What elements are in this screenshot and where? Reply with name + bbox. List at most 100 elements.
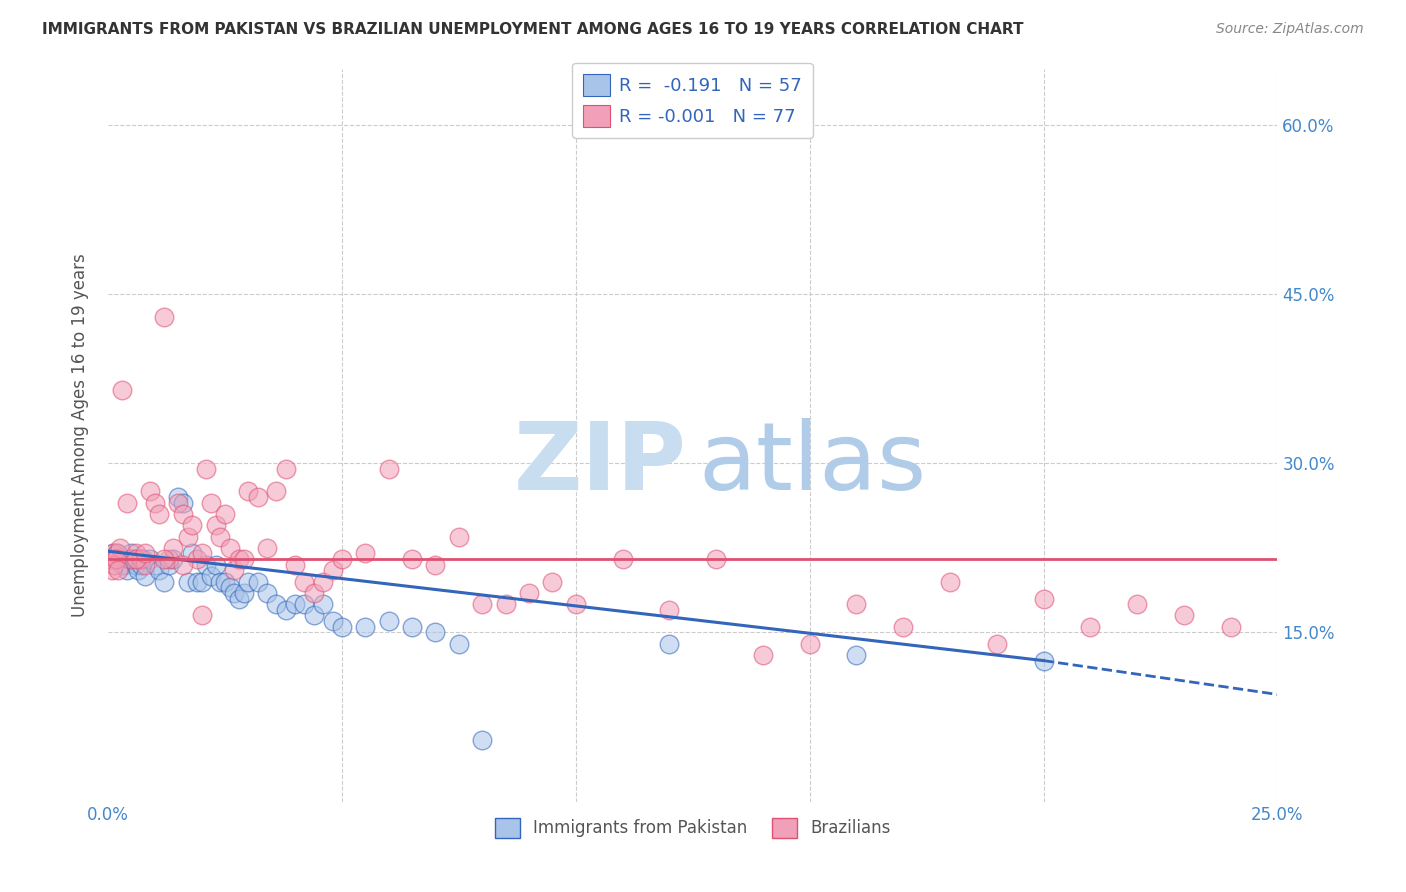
Point [101,546,124,560]
Point [294,574,316,589]
Point [704,552,727,566]
Point [125,558,148,572]
Point [181,518,204,533]
Point [101,546,124,560]
Point [246,574,269,589]
Point [111,383,134,397]
Point [266,484,288,499]
Point [190,608,212,623]
Point [200,496,222,510]
Point [330,620,353,634]
Point [162,552,184,566]
Point [139,552,162,566]
Point [799,637,821,651]
Point [1219,620,1241,634]
Point [209,574,232,589]
Point [105,546,128,560]
Point [471,597,494,611]
Point [186,574,208,589]
Point [98,552,121,566]
Point [172,496,194,510]
Point [377,462,399,476]
Point [228,552,250,566]
Point [105,552,128,566]
Point [100,563,122,577]
Point [218,541,240,555]
Point [312,597,335,611]
Point [1126,597,1149,611]
Point [495,597,517,611]
Point [162,541,184,555]
Point [541,574,564,589]
Point [200,569,222,583]
Point [129,552,152,566]
Point [153,574,176,589]
Point [232,586,254,600]
Point [120,552,142,566]
Text: ZIP: ZIP [515,418,688,510]
Point [612,552,634,566]
Point [302,608,325,623]
Point [401,552,423,566]
Legend: Immigrants from Pakistan, Brazilians: Immigrants from Pakistan, Brazilians [488,811,897,845]
Point [447,637,470,651]
Point [1032,591,1054,606]
Point [195,558,218,572]
Point [104,552,127,566]
Point [176,574,198,589]
Point [139,484,162,499]
Point [1032,654,1054,668]
Point [143,558,166,572]
Point [129,558,152,572]
Point [274,462,297,476]
Point [172,558,194,572]
Point [120,546,142,560]
Point [204,518,226,533]
Point [214,574,236,589]
Point [228,591,250,606]
Point [246,490,269,504]
Point [103,558,125,572]
Point [118,552,141,566]
Point [294,597,316,611]
Point [214,507,236,521]
Text: IMMIGRANTS FROM PAKISTAN VS BRAZILIAN UNEMPLOYMENT AMONG AGES 16 TO 19 YEARS COR: IMMIGRANTS FROM PAKISTAN VS BRAZILIAN UN… [42,22,1024,37]
Point [157,552,180,566]
Point [1173,608,1195,623]
Point [134,546,156,560]
Point [312,574,335,589]
Point [115,496,138,510]
Point [238,484,260,499]
Point [986,637,1008,651]
Point [107,563,129,577]
Point [186,552,208,566]
Point [190,574,212,589]
Point [284,597,307,611]
Point [1078,620,1101,634]
Y-axis label: Unemployment Among Ages 16 to 19 years: Unemployment Among Ages 16 to 19 years [72,253,89,617]
Point [132,552,155,566]
Point [176,530,198,544]
Point [377,614,399,628]
Point [112,558,135,572]
Point [232,552,254,566]
Point [148,507,170,521]
Point [256,541,278,555]
Point [108,552,131,566]
Point [658,637,681,651]
Point [266,597,288,611]
Point [127,563,149,577]
Point [401,620,423,634]
Point [321,563,343,577]
Point [111,558,134,572]
Point [190,546,212,560]
Point [153,310,176,324]
Point [167,496,190,510]
Point [845,597,868,611]
Point [143,496,166,510]
Point [134,569,156,583]
Point [274,603,297,617]
Point [104,552,127,566]
Point [517,586,540,600]
Point [302,586,325,600]
